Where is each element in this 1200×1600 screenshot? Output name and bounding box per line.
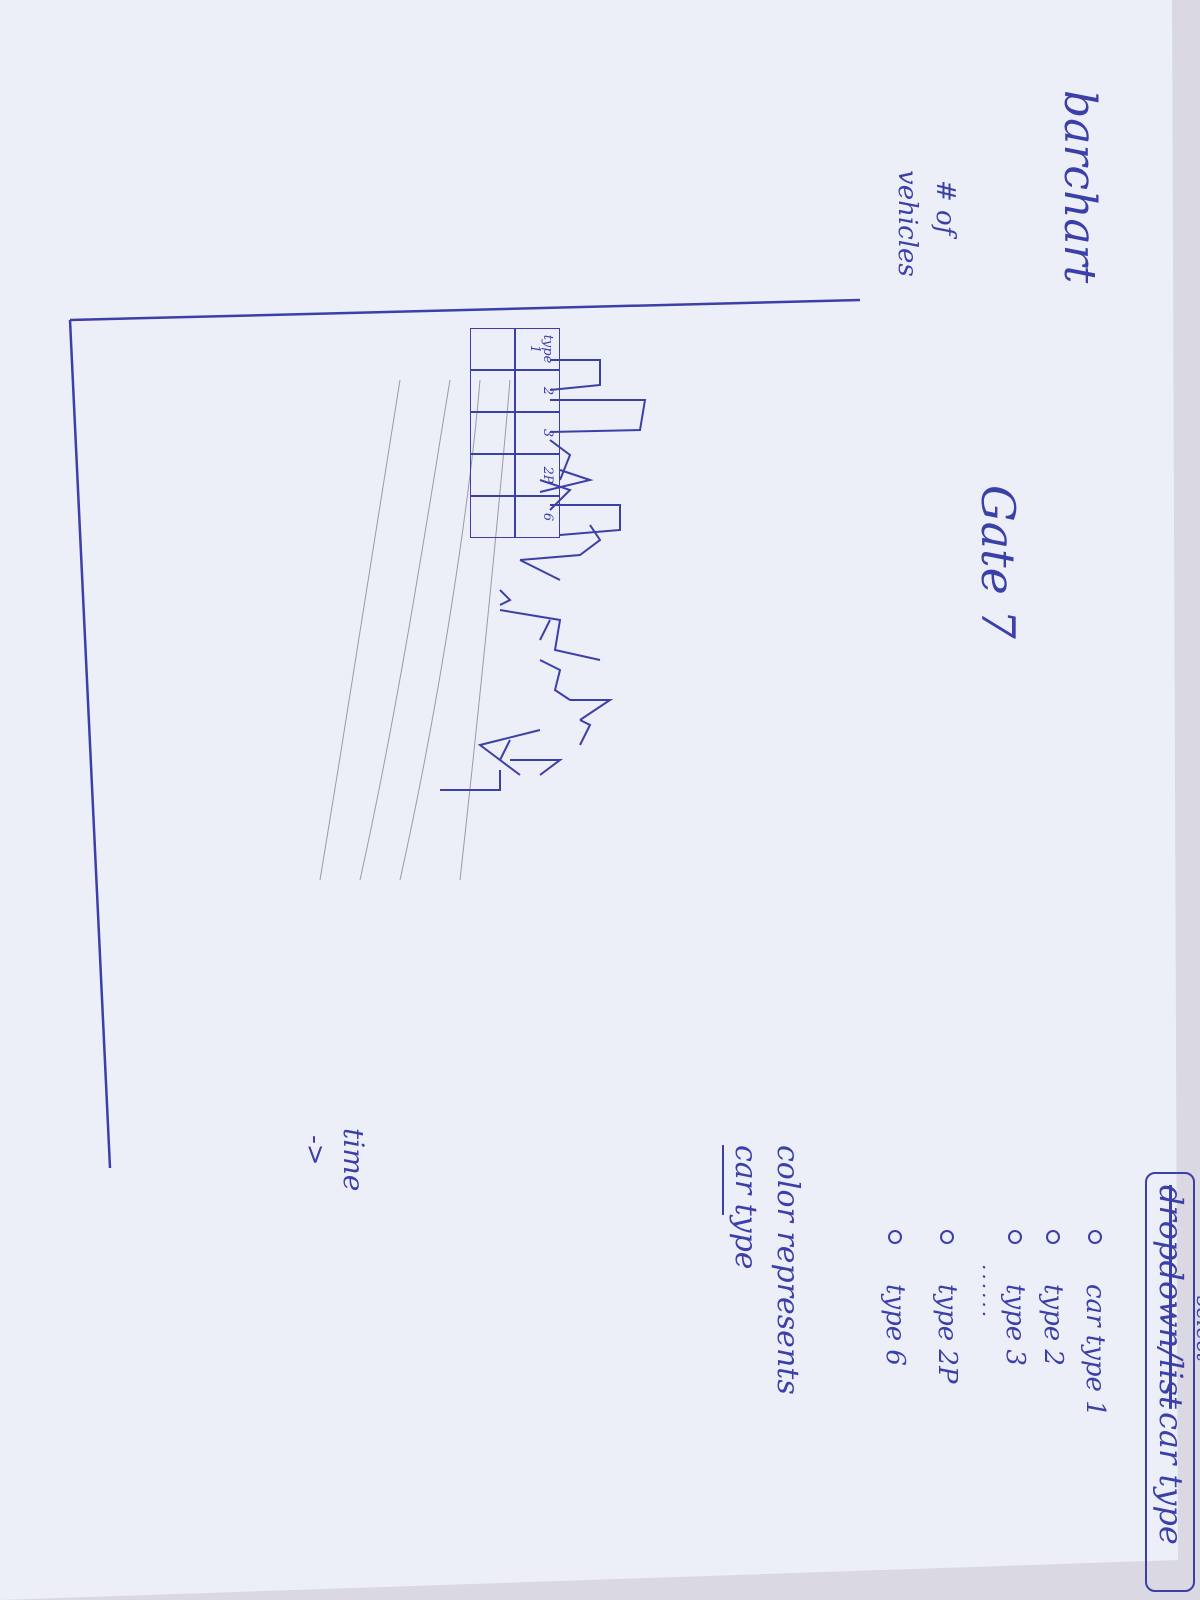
- bar-top: [519, 524, 602, 561]
- pencil-stack-guides: [319, 379, 511, 881]
- option-label: type 2P: [932, 1284, 962, 1384]
- bar-top: [549, 399, 647, 433]
- bar-top: [539, 659, 571, 701]
- legend-cell: 3: [540, 428, 555, 438]
- radio-circle-icon[interactable]: [940, 1230, 954, 1244]
- bar-top: [570, 699, 614, 721]
- bar-top: [499, 589, 512, 606]
- bar-top: [549, 359, 601, 391]
- car-type-option[interactable]: type 6: [880, 1230, 910, 1366]
- x-axis-line: [68, 319, 112, 1169]
- color-note-line2: car type: [728, 1145, 763, 1270]
- note-underline: [722, 1145, 724, 1215]
- option-label: car type 1: [1080, 1284, 1110, 1417]
- bar-top: [519, 559, 561, 581]
- legend-cell: 2P: [540, 466, 555, 484]
- color-note-line1: color represents: [770, 1145, 805, 1395]
- bar-top: [539, 469, 594, 493]
- radio-circle-icon[interactable]: [1088, 1230, 1102, 1244]
- right-arrow-icon: ->: [300, 1135, 330, 1166]
- bar-top: [539, 619, 551, 641]
- legend-cell: type 1: [527, 334, 555, 364]
- select-label: car type: [1152, 1412, 1190, 1545]
- x-axis-label: time: [337, 1128, 370, 1192]
- bar-top: [550, 504, 621, 536]
- legend-cell: 2: [540, 386, 555, 396]
- y-axis-line: [69, 298, 861, 322]
- legend-cell: 6: [540, 512, 555, 522]
- options-ellipsis: ......: [978, 1264, 1002, 1321]
- radio-circle-icon[interactable]: [888, 1230, 902, 1244]
- pencil-guide: [459, 379, 511, 881]
- bar-top: [510, 759, 563, 776]
- bar-top: [498, 739, 521, 776]
- car-type-option[interactable]: type 2: [1038, 1230, 1068, 1366]
- bar-top: [499, 609, 601, 661]
- radio-circle-icon[interactable]: [1008, 1230, 1022, 1244]
- bar-top: [579, 719, 592, 746]
- option-label: type 6: [880, 1284, 910, 1366]
- car-type-option[interactable]: type 2P: [932, 1230, 962, 1383]
- radio-circle-icon[interactable]: [1046, 1230, 1060, 1244]
- pencil-guide: [359, 379, 451, 881]
- pencil-guide: [399, 379, 481, 881]
- select-annotation: select: [1191, 1296, 1200, 1362]
- option-label: type 2: [1038, 1284, 1068, 1366]
- option-label: type 3: [1000, 1284, 1030, 1366]
- legend-grid: [470, 328, 560, 538]
- pencil-guide: [319, 379, 401, 881]
- car-type-option[interactable]: type 3: [1000, 1230, 1030, 1366]
- bar-tops: [440, 359, 647, 791]
- scribbled-word: dropdown/list: [1152, 1185, 1190, 1409]
- bar-top: [477, 729, 541, 761]
- car-type-option[interactable]: car type 1: [1080, 1230, 1110, 1417]
- bar-top: [539, 479, 572, 511]
- legend-table: type 1 2 3 2P 6: [470, 328, 560, 538]
